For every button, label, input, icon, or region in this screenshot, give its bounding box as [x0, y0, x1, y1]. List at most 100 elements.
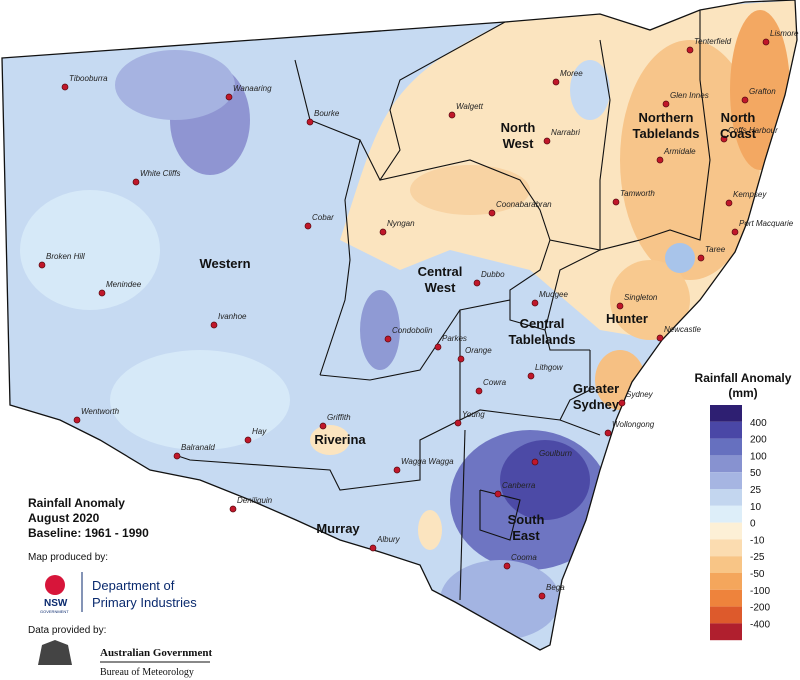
legend-label: -50: [750, 569, 765, 580]
bom-text: Bureau of Meteorology: [100, 667, 194, 678]
town-label: Goulburn: [539, 449, 572, 458]
town-label: Singleton: [624, 293, 658, 302]
caption-line: August 2020: [28, 511, 100, 525]
region-label-line: Tablelands: [509, 332, 576, 347]
town-marker: [494, 490, 502, 498]
town-label: Coffs Harbour: [728, 126, 778, 135]
legend-swatch: [710, 623, 742, 641]
region-label: Riverina: [314, 432, 366, 447]
town-marker: [384, 335, 392, 343]
legend-label: 10: [750, 502, 762, 513]
town-marker: [531, 299, 539, 307]
town-label: Young: [462, 410, 485, 419]
town-label: Dubbo: [481, 270, 505, 279]
caption: Rainfall Anomaly August 2020 Baseline: 1…: [28, 496, 212, 678]
town-label: Armidale: [663, 147, 696, 156]
legend-swatch: [710, 421, 742, 439]
legend-label: 200: [750, 435, 767, 446]
town-marker: [662, 100, 670, 108]
region-label-line: North: [721, 110, 756, 125]
town-label: Kempsey: [733, 190, 767, 199]
town-marker: [731, 228, 739, 236]
legend-unit: (mm): [728, 386, 757, 400]
town-marker: [319, 422, 327, 430]
town-marker: [132, 178, 140, 186]
legend-label: 50: [750, 468, 762, 479]
town-label: Balranald: [181, 443, 215, 452]
town-label: Lismore: [770, 29, 799, 38]
town-marker: [98, 289, 106, 297]
town-label: White Cliffs: [140, 169, 180, 178]
town-marker: [616, 302, 624, 310]
town-label: Hay: [252, 427, 267, 436]
town-label: Griffith: [327, 413, 351, 422]
town-label: Tenterfield: [694, 37, 732, 46]
caption-line: Rainfall Anomaly: [28, 496, 125, 510]
region-borders: [174, 10, 711, 601]
town-marker: [434, 343, 442, 351]
town-label: Bega: [546, 583, 565, 592]
town-marker: [457, 355, 465, 363]
region-label-line: Central: [520, 316, 565, 331]
town-marker: [475, 387, 483, 395]
legend-label: 25: [750, 485, 762, 496]
town-label: Broken Hill: [46, 252, 85, 261]
data-by: Data provided by:: [28, 625, 106, 636]
legend: Rainfall Anomaly (mm) 4002001005025100-1…: [695, 371, 792, 641]
legend-label: 100: [750, 451, 767, 462]
legend-label: 0: [750, 519, 756, 530]
legend-label: 400: [750, 418, 767, 429]
town-label: Narrabri: [551, 128, 580, 137]
nsw-gov-text: GOVERNMENT: [40, 609, 69, 614]
legend-label: -200: [750, 603, 770, 614]
town-marker: [552, 78, 560, 86]
legend-label: -25: [750, 552, 765, 563]
region-label: Western: [199, 256, 250, 271]
dpi-line: Department of: [92, 578, 175, 593]
region-label-line: Tablelands: [633, 126, 700, 141]
town-marker: [210, 321, 218, 329]
legend-label: -100: [750, 586, 770, 597]
region-label-line: Murray: [316, 521, 360, 536]
nsw-text: NSW: [44, 598, 68, 609]
town-label: Albury: [376, 535, 401, 544]
legend-swatch: [710, 438, 742, 456]
town-marker: [244, 436, 252, 444]
crest: [38, 640, 72, 665]
town-label: Glen Innes: [670, 91, 709, 100]
town-label: Tamworth: [620, 189, 655, 198]
towns: Tibooburra Wanaaring Bourke White Cliffs Cob…: [38, 29, 799, 600]
legend-label: -10: [750, 535, 765, 546]
region-label-line: West: [425, 280, 456, 295]
region-label: Northern Tablelands: [633, 110, 700, 141]
town-marker: [61, 83, 69, 91]
town-label: Wollongong: [612, 420, 655, 429]
town-label: Menindee: [106, 280, 142, 289]
town-marker: [697, 254, 705, 262]
legend-label: -400: [750, 619, 770, 630]
town-label: Condobolin: [392, 326, 433, 335]
town-marker: [538, 592, 546, 600]
legend-swatch: [710, 489, 742, 506]
region-label-line: Sydney: [573, 397, 620, 412]
region-label: Central Tablelands: [509, 316, 576, 347]
region-label-line: Hunter: [606, 311, 648, 326]
region-label: North West: [501, 120, 536, 151]
town-label: Taree: [705, 245, 726, 254]
town-marker: [393, 466, 401, 474]
town-marker: [473, 279, 481, 287]
legend-title: Rainfall Anomaly: [695, 371, 792, 385]
legend-swatch: [710, 556, 742, 573]
town-marker: [612, 198, 620, 206]
town-marker: [448, 111, 456, 119]
town-label: Newcastle: [664, 325, 701, 334]
town-label: Grafton: [749, 87, 776, 96]
legend-swatch: [710, 522, 742, 540]
town-marker: [225, 93, 233, 101]
town-marker: [656, 156, 664, 164]
region-label-line: South: [508, 512, 545, 527]
region-label: North Coast: [720, 110, 757, 141]
